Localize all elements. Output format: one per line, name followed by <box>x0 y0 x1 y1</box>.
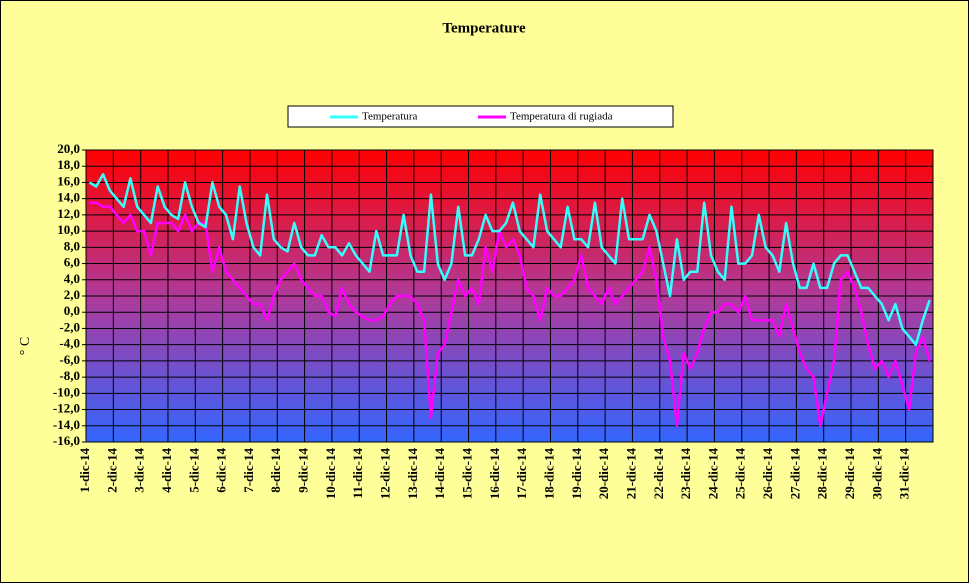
y-tick-label: 16,0 <box>57 173 80 188</box>
x-tick-label: 10-dic-14 <box>323 448 338 500</box>
x-tick-label: 20-dic-14 <box>596 448 611 500</box>
x-tick-label: 7-dic-14 <box>241 448 256 493</box>
y-tick-label: 0,0 <box>64 303 80 318</box>
y-tick-label: 4,0 <box>64 271 80 286</box>
x-tick-label: 28-dic-14 <box>815 448 830 500</box>
x-tick-label: 17-dic-14 <box>514 448 529 500</box>
y-tick-label: 18,0 <box>57 157 80 172</box>
x-tick-label: 27-dic-14 <box>787 448 802 500</box>
legend-label: Temperatura di rugiada <box>510 111 613 123</box>
x-tick-label: 22-dic-14 <box>651 448 666 500</box>
x-tick-label: 23-dic-14 <box>678 448 693 500</box>
y-tick-label: -10,0 <box>53 384 80 399</box>
x-tick-label: 2-dic-14 <box>104 448 119 493</box>
x-tick-label: 26-dic-14 <box>760 448 775 500</box>
x-tick-label: 29-dic-14 <box>842 448 857 500</box>
y-tick-label: -16,0 <box>53 433 80 448</box>
x-tick-label: 21-dic-14 <box>623 448 638 500</box>
line-series <box>88 173 931 346</box>
y-tick-label: 14,0 <box>57 190 80 205</box>
x-tick-label: 6-dic-14 <box>214 448 229 493</box>
y-tick-label: 10,0 <box>57 222 80 237</box>
x-tick-label: 13-dic-14 <box>405 448 420 500</box>
x-tick-label: 1-dic-14 <box>77 448 92 493</box>
x-tick-label: 24-dic-14 <box>705 448 720 500</box>
y-tick-label: -8,0 <box>59 368 80 383</box>
x-tick-label: 12-dic-14 <box>378 448 393 500</box>
y-tick-label: 6,0 <box>64 255 80 270</box>
x-tick-label: 18-dic-14 <box>541 448 556 500</box>
x-tick-label: 15-dic-14 <box>460 448 475 500</box>
y-tick-label: 2,0 <box>64 287 80 302</box>
x-tick-label: 4-dic-14 <box>159 448 174 493</box>
x-tick-label: 25-dic-14 <box>733 448 748 500</box>
x-tick-label: 11-dic-14 <box>350 448 365 499</box>
x-tick-label: 19-dic-14 <box>569 448 584 500</box>
x-tick-label: 9-dic-14 <box>296 448 311 493</box>
chart-title: Temperature <box>442 20 526 36</box>
y-axis-label: ° C <box>18 337 33 355</box>
y-tick-label: -6,0 <box>59 352 80 367</box>
y-tick-label: -2,0 <box>59 319 80 334</box>
x-tick-label: 5-dic-14 <box>186 448 201 493</box>
y-tick-label: -12,0 <box>53 401 80 416</box>
line-series <box>89 201 931 428</box>
x-tick-label: 31-dic-14 <box>897 448 912 500</box>
x-tick-label: 16-dic-14 <box>487 448 502 500</box>
x-tick-label: 14-dic-14 <box>432 448 447 500</box>
x-tick-label: 3-dic-14 <box>132 448 147 493</box>
y-tick-label: 8,0 <box>64 238 80 253</box>
y-tick-label: 20,0 <box>57 141 80 156</box>
x-tick-label: 8-dic-14 <box>268 448 283 493</box>
y-tick-label: -14,0 <box>53 417 80 432</box>
y-tick-label: 12,0 <box>57 206 80 221</box>
x-tick-label: 30-dic-14 <box>869 448 884 500</box>
y-tick-label: -4,0 <box>59 336 80 351</box>
legend-label: Temperatura <box>362 111 418 123</box>
